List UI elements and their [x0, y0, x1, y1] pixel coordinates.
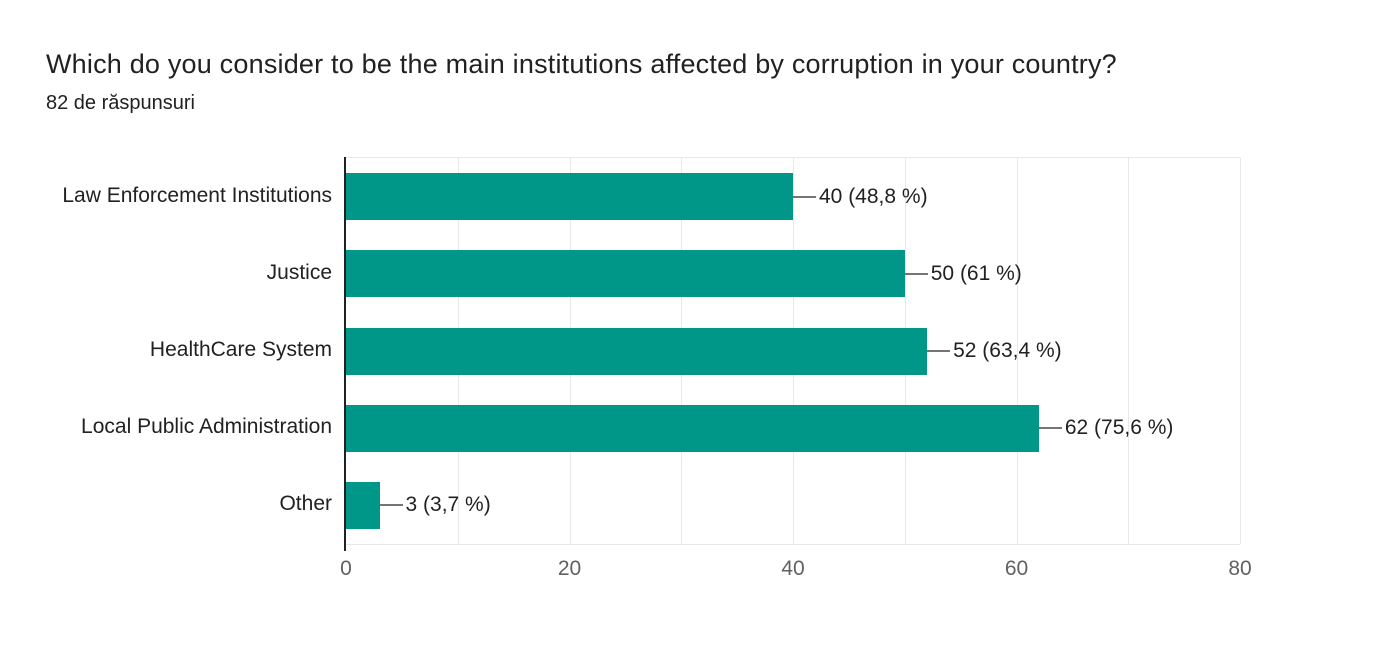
category-label-law-enforcement-institutions: Law Enforcement Institutions — [62, 183, 332, 207]
bar-value-label: 40 (48,8 %) — [819, 184, 928, 208]
bar-local-public-administration — [346, 404, 1039, 452]
x-tick-label-60: 60 — [1004, 557, 1029, 580]
value-callout-local-public-administration: 62 (75,6 %) — [1038, 416, 1174, 440]
value-callout-healthcare-system: 52 (63,4 %) — [927, 339, 1062, 363]
bar-value-label: 50 (61 %) — [930, 261, 1022, 285]
gridline-60 — [1016, 158, 1018, 544]
gridline-70 — [1128, 158, 1130, 544]
response-count: 82 de răspunsuri — [46, 92, 195, 114]
callout-line — [1038, 427, 1062, 430]
bar-healthcare-system — [346, 327, 928, 375]
bar-value-label: 52 (63,4 %) — [953, 339, 1062, 362]
bar-law-enforcement-institutions — [346, 173, 793, 221]
value-callout-justice: 50 (61 %) — [904, 261, 1022, 286]
chart-title: Which do you consider to be the main ins… — [46, 49, 1117, 79]
category-label-justice: Justice — [266, 260, 332, 284]
x-tick-label-0: 0 — [340, 557, 352, 580]
plot-area: 40 (48,8 %) 50 (61 %) 52 (63,4 %) 62 (75,6 … — [340, 157, 1252, 580]
x-tick-label-80: 80 — [1228, 557, 1252, 580]
category-labels: Law Enforcement Institutions Justice Healt… — [0, 157, 332, 543]
callout-line — [379, 504, 403, 507]
callout-line — [904, 272, 928, 275]
callout-line — [793, 195, 816, 198]
gridline-80 — [1240, 158, 1241, 544]
value-callout-law-enforcement-institutions: 40 (48,8 %) — [793, 185, 928, 209]
x-tick-label-40: 40 — [781, 557, 805, 580]
x-tick-label-20: 20 — [557, 557, 582, 580]
chart-header: Which do you consider to be the main ins… — [46, 46, 1340, 116]
bar-value-label: 3 (3,7 %) — [405, 493, 491, 517]
category-label-local-public-administration: Local Public Administration — [81, 415, 332, 439]
category-label-healthcare-system: HealthCare System — [149, 338, 332, 361]
value-callout-other: 3 (3,7 %) — [379, 493, 491, 517]
bar-value-label: 62 (75,6 %) — [1064, 416, 1174, 440]
category-label-other: Other — [279, 492, 332, 516]
callout-line — [927, 350, 951, 352]
bar-other — [346, 481, 380, 529]
y-axis-line — [344, 157, 346, 551]
bar-justice — [346, 250, 905, 298]
